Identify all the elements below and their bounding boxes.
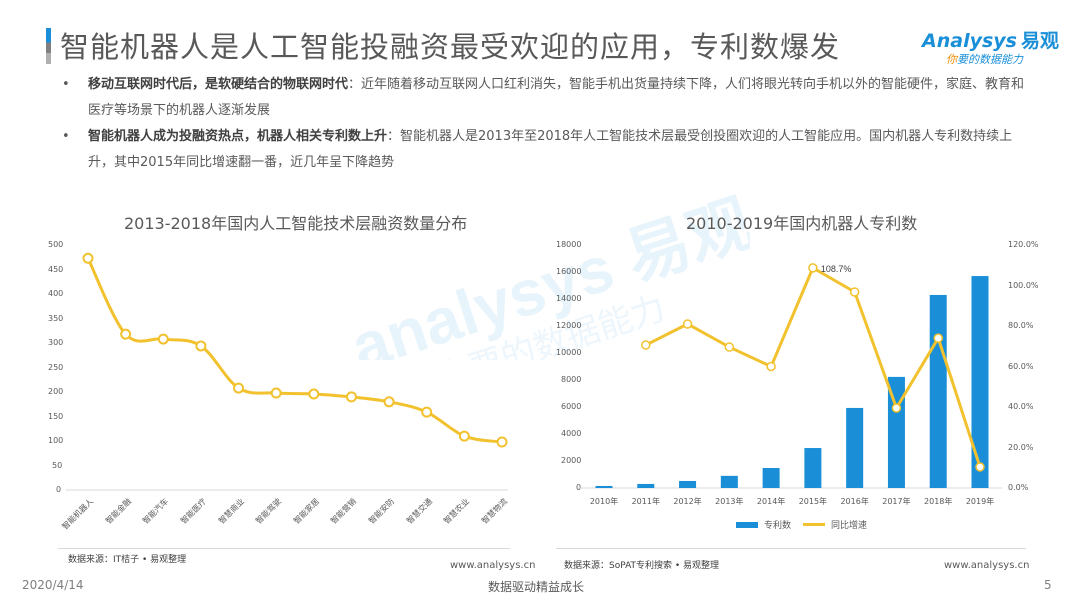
y-left-tick-label: 10000	[556, 348, 582, 357]
right-source-rule	[556, 548, 1026, 549]
left-source-rule	[58, 548, 510, 549]
left-chart-title: 2013-2018年国内人工智能技术层融资数量分布	[124, 214, 468, 233]
page-title: 智能机器人是人工智能投融资最受欢迎的应用，专利数爆发	[60, 30, 841, 64]
bullet-bold: 移动互联网时代后，是软硬结合的物联网时代	[88, 77, 349, 92]
y-right-tick-label: 80.0%	[1008, 321, 1034, 330]
right-chart-title: 2010-2019年国内机器人专利数	[686, 214, 918, 233]
svg-text:108.7%: 108.7%	[821, 264, 852, 274]
y-left-tick-label: 4000	[561, 429, 582, 438]
footer-slogan: 数据驱动精益成长	[488, 580, 585, 594]
bullet-text: ：近年随着移动互联网人口红利消失，智能手机出货量持续下降，人们将眼光转向手机以外…	[88, 77, 1025, 118]
legend-line-label: 同比增速	[831, 521, 868, 531]
analysys-logo: Analysys 易观 你要的数据能力	[922, 26, 1072, 70]
x-tick-label: 2011年	[631, 497, 660, 506]
x-tick-label: 2019年	[965, 497, 995, 506]
legend-bar-swatch	[736, 521, 758, 528]
x-tick-label: 2017年	[882, 497, 911, 506]
legend-line-swatch	[803, 523, 826, 526]
x-tick-label: 2014年	[756, 497, 786, 506]
left-chart-site: www.analysys.cn	[450, 560, 536, 571]
y-left-tick-label: 12000	[556, 321, 582, 330]
x-tick-label: 2010年	[589, 497, 619, 506]
y-tick-label: 400	[48, 289, 64, 298]
legend-bar-label: 专利数	[764, 521, 792, 531]
y-tick-label: 450	[48, 264, 64, 274]
y-left-tick-label: 16000	[556, 267, 582, 276]
y-right-tick-label: 0.0%	[1008, 483, 1029, 492]
y-tick-label: 0	[56, 485, 62, 494]
y-tick-label: 500	[48, 240, 64, 249]
y-right-tick-label: 40.0%	[1008, 402, 1034, 411]
right-chart-source: 数据来源：SoPAT专利搜索 • 易观整理	[564, 561, 720, 571]
y-right-tick-label: 60.0%	[1008, 361, 1034, 371]
footer-date: 2020/4/14	[22, 578, 84, 592]
left-chart-source: 数据来源：IT桔子 • 易观整理	[68, 555, 187, 565]
y-right-tick-label: 120.0%	[1008, 240, 1039, 249]
y-right-tick-label: 100.0%	[1008, 280, 1039, 290]
page-number: 5	[1044, 578, 1052, 592]
bullet-item: 智能机器人成为投融资热点，机器人相关专利数上升：智能机器人是2013年至2018…	[60, 124, 1030, 176]
y-left-tick-label: 18000	[556, 240, 582, 249]
logo-cn: 易观	[1020, 30, 1059, 52]
logo-slogan-rest: 要的数据能力	[957, 53, 1023, 66]
y-tick-label: 50	[52, 460, 63, 470]
y-tick-label: 150	[48, 411, 64, 421]
y-left-tick-label: 2000	[561, 456, 582, 465]
logo-a: A	[922, 30, 937, 52]
right-bar-line-chart: 108.7%	[578, 263, 1002, 489]
x-tick-label: 2016年	[840, 497, 869, 506]
y-tick-label: 200	[48, 387, 64, 396]
y-right-tick-label: 20.0%	[1008, 442, 1034, 452]
logo-slogan-first: 你	[946, 53, 957, 66]
right-chart-site: www.analysys.cn	[944, 560, 1030, 571]
y-tick-label: 100	[48, 436, 64, 445]
bullet-bold: 智能机器人成为投融资热点，机器人相关专利数上升	[88, 129, 388, 144]
x-tick-label: 2012年	[673, 497, 702, 506]
logo-text: nalysys	[936, 30, 1017, 52]
y-left-tick-label: 8000	[561, 375, 582, 384]
bullet-text: ：智能机器人是2013年至2018年人工智能技术层最受创投圈欢迎的人工智能应用。…	[88, 129, 1013, 170]
y-tick-label: 350	[48, 313, 64, 323]
y-left-tick-label: 14000	[556, 294, 582, 303]
y-tick-label: 300	[48, 338, 64, 347]
right-chart-legend: 专利数 同比增速	[736, 518, 867, 531]
y-left-tick-label: 6000	[561, 402, 582, 411]
x-tick-label: 2015年	[798, 497, 828, 506]
bullet-list: 移动互联网时代后，是软硬结合的物联网时代：近年随着移动互联网人口红利消失，智能手…	[60, 72, 1030, 176]
bullet-item: 移动互联网时代后，是软硬结合的物联网时代：近年随着移动互联网人口红利消失，智能手…	[60, 72, 1030, 124]
y-tick-label: 250	[48, 362, 64, 372]
x-tick-label: 2018年	[924, 497, 953, 506]
left-line-chart	[66, 252, 508, 491]
title-accent-bar	[46, 28, 51, 64]
x-tick-label: 2013年	[715, 497, 744, 506]
